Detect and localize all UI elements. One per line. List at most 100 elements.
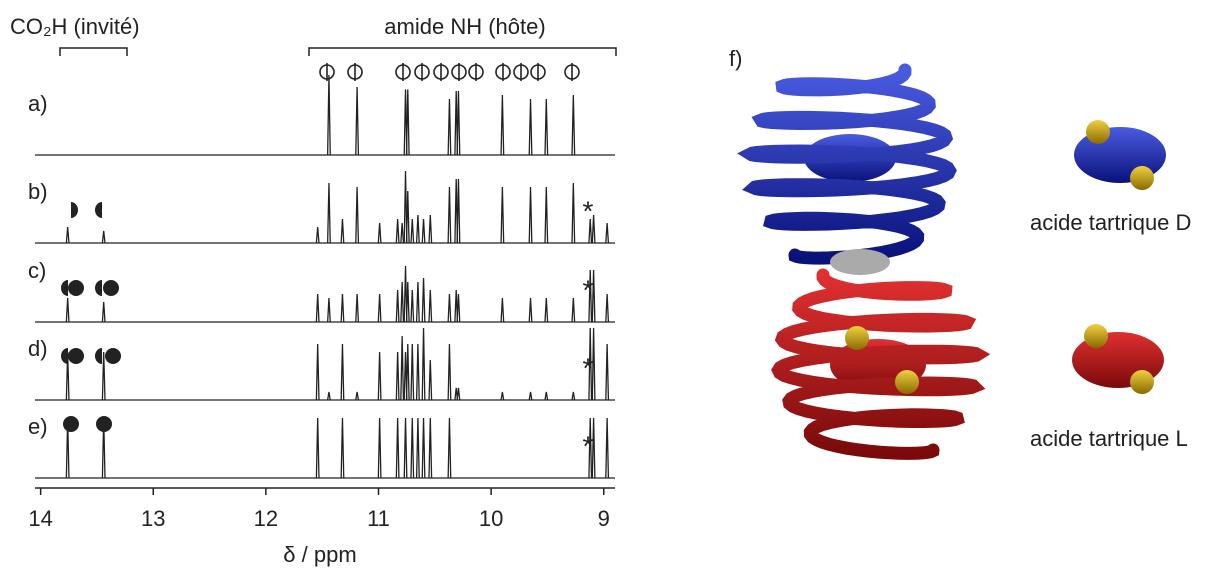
peak xyxy=(421,417,426,479)
peak xyxy=(544,297,549,323)
peak xyxy=(447,186,452,244)
peak xyxy=(500,391,505,401)
peak xyxy=(326,182,331,244)
peak xyxy=(571,94,576,156)
peak xyxy=(395,351,400,401)
peak xyxy=(591,417,596,479)
peak xyxy=(400,222,405,244)
peak xyxy=(428,417,433,479)
peak xyxy=(405,89,410,156)
peak xyxy=(588,218,593,244)
trace-label: d) xyxy=(28,336,48,361)
d-label: acide tartrique D xyxy=(1030,210,1191,235)
peak xyxy=(410,417,415,479)
peak xyxy=(340,417,345,479)
peak xyxy=(65,297,70,323)
x-tick-label: 14 xyxy=(28,506,52,531)
peak xyxy=(355,293,360,323)
host-bracket xyxy=(308,47,617,56)
x-tick-label: 11 xyxy=(367,506,390,531)
peak xyxy=(447,417,452,479)
peak xyxy=(447,293,452,323)
peak xyxy=(410,289,415,323)
peak xyxy=(400,335,405,401)
peak xyxy=(400,281,405,323)
peak xyxy=(327,391,331,401)
peak xyxy=(403,265,408,323)
peak xyxy=(528,186,533,244)
peak xyxy=(403,417,408,479)
peak xyxy=(403,170,408,244)
peak xyxy=(528,98,533,156)
peak-note: * xyxy=(583,430,594,461)
peak xyxy=(355,186,360,244)
junction xyxy=(830,249,890,275)
guest-bracket xyxy=(59,47,128,56)
peak xyxy=(355,86,360,156)
peak xyxy=(544,391,549,401)
peak xyxy=(315,417,320,479)
peak xyxy=(410,343,415,401)
peak xyxy=(588,269,593,323)
x-tick-label: 13 xyxy=(141,506,165,531)
peak xyxy=(326,297,331,323)
host-bracket-label: amide NH (hôte) xyxy=(384,14,545,39)
peak xyxy=(340,218,345,244)
peak xyxy=(377,293,382,323)
helix xyxy=(737,63,957,265)
peak xyxy=(315,293,320,323)
peak xyxy=(65,417,70,479)
peak xyxy=(405,343,410,401)
peak xyxy=(500,297,505,323)
peak xyxy=(101,417,106,479)
peak xyxy=(410,218,415,244)
peak xyxy=(421,327,426,401)
peak xyxy=(544,186,549,244)
peak xyxy=(101,230,106,244)
helix xyxy=(771,268,991,460)
tartrate-atom xyxy=(845,326,869,350)
tartrate-atom xyxy=(1130,370,1154,394)
tartrate-atom xyxy=(895,370,919,394)
x-axis-label: δ / ppm xyxy=(283,542,356,567)
x-tick-label: 12 xyxy=(254,506,278,531)
peak xyxy=(65,351,70,401)
peak xyxy=(415,214,420,244)
peak xyxy=(377,222,382,244)
peak xyxy=(588,327,593,401)
peak xyxy=(605,343,610,401)
peak xyxy=(571,182,576,244)
peak xyxy=(101,301,106,323)
peak xyxy=(65,226,70,244)
peak xyxy=(528,391,533,401)
peak xyxy=(500,94,505,156)
trace-label: e) xyxy=(28,414,48,439)
peak xyxy=(315,343,320,401)
peak xyxy=(421,218,426,244)
peak xyxy=(456,293,461,323)
peak xyxy=(326,74,331,156)
tartrate-atom xyxy=(1086,120,1110,144)
peak-note: * xyxy=(583,274,594,305)
peak xyxy=(395,289,400,323)
x-tick-label: 10 xyxy=(479,506,503,531)
peak xyxy=(500,186,505,244)
peak xyxy=(377,417,382,479)
trace-label: b) xyxy=(28,179,48,204)
peak xyxy=(340,343,345,401)
peak xyxy=(544,98,549,156)
peak xyxy=(591,214,596,244)
peak xyxy=(340,293,345,323)
peak xyxy=(428,214,433,244)
trace-label: a) xyxy=(28,91,48,116)
peak xyxy=(456,90,461,156)
peak xyxy=(447,98,452,156)
peak xyxy=(456,387,461,401)
peak xyxy=(101,351,106,401)
peak xyxy=(528,297,533,323)
peak xyxy=(605,293,610,323)
peak xyxy=(571,391,576,401)
peak xyxy=(415,281,420,323)
panel-label: f) xyxy=(729,46,742,71)
peak xyxy=(415,343,420,401)
